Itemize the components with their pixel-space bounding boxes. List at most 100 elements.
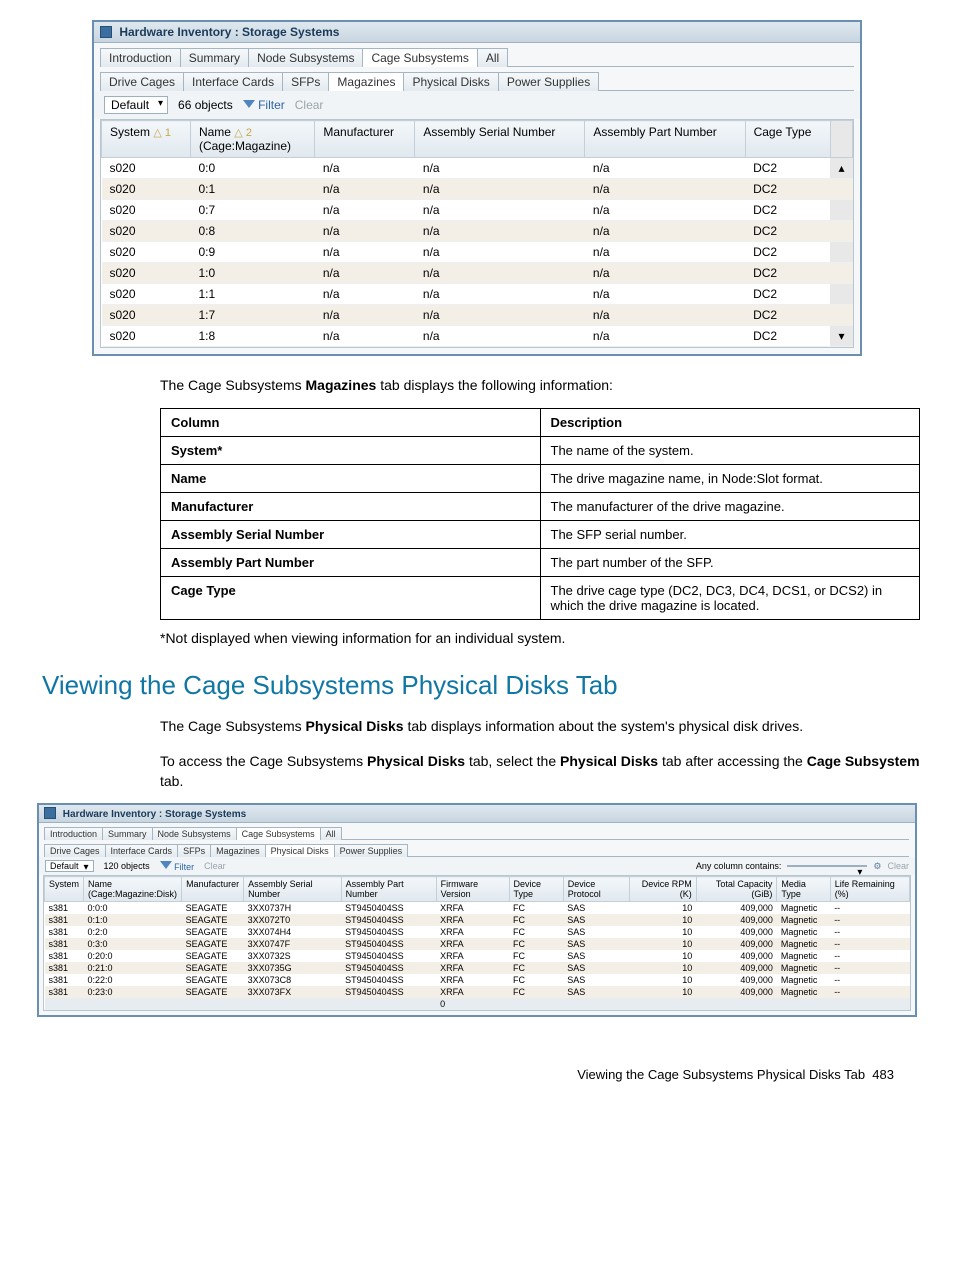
- doc-row: System*The name of the system.: [161, 436, 920, 464]
- tab-node-subsystems[interactable]: Node Subsystems: [248, 48, 363, 67]
- table-row[interactable]: s0200:0n/an/an/aDC2▴: [102, 158, 853, 179]
- col-media-type[interactable]: Media Type: [777, 877, 830, 902]
- tab-introduction[interactable]: Introduction: [44, 827, 103, 840]
- tab-cage-subsystems[interactable]: Cage Subsystems: [236, 827, 321, 840]
- app-icon: [100, 26, 112, 38]
- physical-disks-grid: SystemName(Cage:Magazine:Disk)Manufactur…: [43, 875, 911, 1011]
- doc-th-description: Description: [540, 408, 920, 436]
- col-name[interactable]: Name △ 2(Cage:Magazine): [190, 121, 314, 158]
- col-cage-type[interactable]: Cage Type: [745, 121, 830, 158]
- tab-physical-disks[interactable]: Physical Disks: [265, 844, 335, 857]
- view-dropdown[interactable]: Default: [45, 860, 94, 872]
- tab-summary[interactable]: Summary: [102, 827, 153, 840]
- clear-link[interactable]: Clear: [295, 98, 324, 112]
- physical-disks-window: Hardware Inventory : Storage Systems Int…: [37, 803, 917, 1017]
- tab-drive-cages[interactable]: Drive Cages: [44, 844, 106, 857]
- col-assembly-part-number[interactable]: Assembly Part Number: [585, 121, 745, 158]
- table-row[interactable]: s3810:21:0SEAGATE3XX0735GST9450404SSXRFA…: [45, 962, 910, 974]
- table-row[interactable]: s3810:22:0SEAGATE3XX073C8ST9450404SSXRFA…: [45, 974, 910, 986]
- col-device-type[interactable]: Device Type: [509, 877, 563, 902]
- settings-icon[interactable]: ⚙: [873, 861, 881, 872]
- tab-row-level2: Drive CagesInterface CardsSFPsMagazinesP…: [94, 67, 860, 90]
- table-row[interactable]: s3810:23:0SEAGATE3XX073FXST9450404SSXRFA…: [45, 986, 910, 998]
- page-footer: Viewing the Cage Subsystems Physical Dis…: [30, 1067, 894, 1082]
- window-title-text: Hardware Inventory : Storage Systems: [119, 25, 339, 39]
- tab-all[interactable]: All: [320, 827, 342, 840]
- table-row[interactable]: s0200:9n/an/an/aDC2: [102, 242, 853, 263]
- grid-toolbar-2: Default 120 objects Filter Clear Any col…: [39, 857, 915, 875]
- col-device-rpm-k-[interactable]: Device RPM (K): [630, 877, 697, 902]
- tab-cage-subsystems[interactable]: Cage Subsystems: [362, 48, 477, 67]
- doc-th-column: Column: [161, 408, 541, 436]
- tab-interface-cards[interactable]: Interface Cards: [183, 72, 283, 91]
- column-description-table: Column Description System*The name of th…: [160, 408, 920, 620]
- tab-sfps[interactable]: SFPs: [282, 72, 329, 91]
- col-system[interactable]: System: [45, 877, 84, 902]
- doc-row: Cage TypeThe drive cage type (DC2, DC3, …: [161, 576, 920, 619]
- table-row[interactable]: s3810:3:0SEAGATE3XX0747FST9450404SSXRFAF…: [45, 938, 910, 950]
- doc-row: ManufacturerThe manufacturer of the driv…: [161, 492, 920, 520]
- filter-link[interactable]: Filter: [243, 98, 285, 112]
- table-row[interactable]: s3810:20:0SEAGATE3XX0732SST9450404SSXRFA…: [45, 950, 910, 962]
- clear-link-2[interactable]: Clear: [887, 861, 909, 871]
- doc-p3: To access the Cage Subsystems Physical D…: [160, 752, 920, 791]
- window-title: Hardware Inventory : Storage Systems: [94, 22, 860, 43]
- tab-physical-disks[interactable]: Physical Disks: [403, 72, 498, 91]
- col-firmware-version[interactable]: Firmware Version: [436, 877, 509, 902]
- tab-row-level2: Drive CagesInterface CardsSFPsMagazinesP…: [39, 840, 915, 856]
- col-assembly-serial-number[interactable]: Assembly Serial Number: [415, 121, 585, 158]
- object-count: 66 objects: [178, 98, 233, 112]
- doc-row: NameThe drive magazine name, in Node:Slo…: [161, 464, 920, 492]
- filter-link[interactable]: Filter: [160, 861, 195, 872]
- filter-icon: [243, 100, 255, 110]
- table-row[interactable]: s0201:1n/an/an/aDC2: [102, 284, 853, 305]
- col-assembly-serial-number[interactable]: Assembly Serial Number: [244, 877, 342, 902]
- anycol-label: Any column contains:: [696, 861, 782, 871]
- tab-drive-cages[interactable]: Drive Cages: [100, 72, 184, 91]
- col-manufacturer[interactable]: Manufacturer: [315, 121, 415, 158]
- doc-row: Assembly Part NumberThe part number of t…: [161, 548, 920, 576]
- tab-node-subsystems[interactable]: Node Subsystems: [152, 827, 237, 840]
- tab-power-supplies[interactable]: Power Supplies: [498, 72, 599, 91]
- grid-toolbar: Default 66 objects Filter Clear: [94, 91, 860, 119]
- magazines-window: Hardware Inventory : Storage Systems Int…: [92, 20, 862, 356]
- table-row[interactable]: s0201:0n/an/an/aDC2: [102, 263, 853, 284]
- table-row[interactable]: s0201:8n/an/an/aDC2▾: [102, 326, 853, 347]
- table-row[interactable]: s0200:7n/an/an/aDC2: [102, 200, 853, 221]
- tab-summary[interactable]: Summary: [180, 48, 249, 67]
- col-manufacturer[interactable]: Manufacturer: [182, 877, 244, 902]
- col-life-remaining-[interactable]: Life Remaining (%): [830, 877, 909, 902]
- doc-intro: The Cage Subsystems Magazines tab displa…: [160, 376, 920, 396]
- app-icon: [44, 807, 56, 819]
- table-row[interactable]: s3810:0:0SEAGATE3XX0737HST9450404SSXRFAF…: [45, 902, 910, 915]
- tab-all[interactable]: All: [477, 48, 508, 67]
- col-name[interactable]: Name(Cage:Magazine:Disk): [84, 877, 182, 902]
- tab-interface-cards[interactable]: Interface Cards: [105, 844, 179, 857]
- window-title-2: Hardware Inventory : Storage Systems: [39, 805, 915, 823]
- object-count: 120 objects: [104, 861, 150, 871]
- col-device-protocol[interactable]: Device Protocol: [563, 877, 629, 902]
- table-row[interactable]: s0200:1n/an/an/aDC2: [102, 179, 853, 200]
- doc-row: Assembly Serial NumberThe SFP serial num…: [161, 520, 920, 548]
- scrollbar-header: [830, 121, 852, 158]
- tab-magazines[interactable]: Magazines: [210, 844, 266, 857]
- table-row[interactable]: s0201:7n/an/an/aDC2: [102, 305, 853, 326]
- tab-magazines[interactable]: Magazines: [328, 72, 404, 91]
- table-row[interactable]: s0200:8n/an/an/aDC2: [102, 221, 853, 242]
- tab-introduction[interactable]: Introduction: [100, 48, 181, 67]
- tab-power-supplies[interactable]: Power Supplies: [334, 844, 409, 857]
- clear-link[interactable]: Clear: [204, 861, 226, 871]
- filter-icon: [160, 861, 172, 871]
- table-row[interactable]: s3810:1:0SEAGATE3XX072T0ST9450404SSXRFAF…: [45, 914, 910, 926]
- tab-sfps[interactable]: SFPs: [177, 844, 211, 857]
- col-system[interactable]: System △ 1: [102, 121, 191, 158]
- col-total-capacity-gib-[interactable]: Total Capacity (GiB): [696, 877, 777, 902]
- col-assembly-part-number[interactable]: Assembly Part Number: [341, 877, 436, 902]
- tab-row-level1: IntroductionSummaryNode SubsystemsCage S…: [39, 823, 915, 839]
- doc-footnote: *Not displayed when viewing information …: [160, 630, 924, 646]
- table-row[interactable]: s3810:2:0SEAGATE3XX074H4ST9450404SSXRFAF…: [45, 926, 910, 938]
- view-dropdown[interactable]: Default: [104, 96, 168, 114]
- doc-p2: The Cage Subsystems Physical Disks tab d…: [160, 717, 920, 737]
- anycol-input[interactable]: [787, 865, 867, 867]
- tab-row-level1: IntroductionSummaryNode SubsystemsCage S…: [94, 43, 860, 66]
